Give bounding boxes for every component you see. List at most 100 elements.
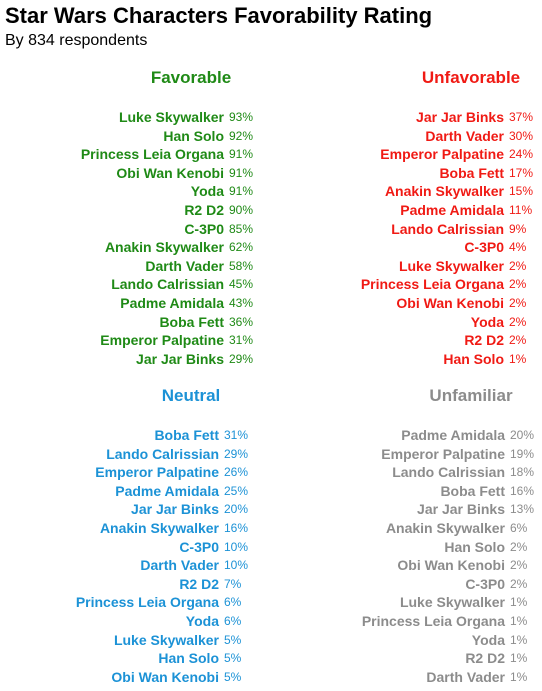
character-name: Anakin Skywalker: [104, 239, 224, 256]
character-name: Jar Jar Binks: [131, 501, 219, 518]
character-name: Yoda: [190, 183, 224, 200]
percentage-label: 24%: [509, 147, 534, 162]
character-name: C-3P0: [464, 239, 504, 256]
character-name: Emperor Palpatine: [100, 332, 224, 349]
character-name: Yoda: [185, 613, 219, 629]
character-name: Princess Leia Organa: [361, 613, 505, 629]
percentage-label: 90%: [229, 203, 254, 217]
percentage-label: 5%: [224, 651, 242, 666]
percentage-label: 6%: [510, 521, 528, 535]
character-name: Luke Skywalker: [399, 594, 505, 611]
percentage-label: 30%: [509, 128, 534, 143]
percentage-label: 1%: [510, 614, 528, 628]
chart-subtitle: By 834 respondents: [5, 32, 148, 49]
percentage-label: 1%: [510, 595, 528, 610]
percentage-label: 1%: [510, 632, 528, 647]
percentage-label: 29%: [229, 351, 254, 366]
percentage-label: 17%: [509, 165, 534, 180]
percentage-label: 10%: [224, 558, 249, 573]
percentage-label: 20%: [510, 428, 535, 442]
percentage-label: 10%: [224, 539, 249, 554]
character-name: Emperor Palpatine: [95, 464, 219, 481]
character-name: Boba Fett: [439, 164, 504, 181]
percentage-label: 62%: [229, 240, 254, 255]
percentage-label: 91%: [229, 184, 254, 199]
percentage-label: 2%: [510, 539, 528, 554]
percentage-label: 91%: [229, 147, 254, 162]
percentage-label: 5%: [224, 632, 242, 647]
character-name: Princess Leia Organa: [80, 146, 224, 163]
character-name: Padme Amidala: [400, 202, 504, 218]
character-name: C-3P0: [179, 538, 219, 555]
character-name: C-3P0: [465, 575, 505, 592]
character-name: Darth Vader: [140, 557, 219, 574]
percentage-label: 36%: [229, 314, 254, 329]
percentage-label: 92%: [229, 128, 254, 143]
character-name: Han Solo: [443, 350, 504, 367]
character-name: Padme Amidala: [115, 482, 219, 499]
percentage-label: 9%: [509, 221, 527, 236]
chart-title: Star Wars Characters Favorability Rating: [5, 3, 433, 28]
percentage-label: 6%: [224, 614, 242, 628]
percentage-label: 2%: [509, 258, 527, 273]
percentage-label: 1%: [510, 669, 528, 684]
percentage-label: 2%: [509, 296, 527, 310]
character-name: Obi Wan Kenobi: [396, 295, 504, 311]
percentage-label: 85%: [229, 221, 254, 236]
percentage-label: 26%: [224, 465, 249, 480]
character-name: Boba Fett: [159, 313, 224, 330]
percentage-label: 16%: [224, 521, 249, 535]
percentage-label: 16%: [510, 483, 535, 498]
character-name: Lando Calrissian: [391, 220, 504, 237]
percentage-label: 58%: [229, 258, 254, 273]
character-name: Anakin Skywalker: [384, 183, 504, 200]
character-name: Yoda: [471, 631, 505, 648]
percentage-label: 31%: [229, 333, 254, 348]
character-name: Emperor Palpatine: [380, 146, 504, 163]
percentage-label: 11%: [509, 203, 533, 217]
character-name: C-3P0: [184, 220, 224, 237]
character-name: Anakin Skywalker: [385, 520, 505, 536]
character-name: R2 D2: [184, 202, 224, 218]
percentage-label: 43%: [229, 296, 254, 310]
character-name: Obi Wan Kenobi: [116, 164, 224, 181]
character-name: Obi Wan Kenobi: [397, 557, 505, 574]
character-name: Luke Skywalker: [398, 257, 504, 274]
percentage-label: 2%: [509, 333, 527, 348]
character-name: Padme Amidala: [120, 295, 224, 311]
group-title-text: Unfavorable: [421, 68, 521, 87]
character-name: Han Solo: [444, 538, 505, 555]
group-title-text: Unfamiliar: [429, 386, 513, 405]
character-name: Luke Skywalker: [118, 109, 224, 125]
percentage-label: 2%: [509, 277, 527, 292]
percentage-label: 20%: [224, 502, 249, 517]
percentage-label: 91%: [229, 165, 254, 180]
character-name: Han Solo: [158, 650, 219, 667]
percentage-label: 2%: [510, 558, 528, 573]
percentage-label: 29%: [224, 446, 249, 461]
character-name: Darth Vader: [425, 127, 504, 144]
character-name: Luke Skywalker: [113, 631, 219, 648]
character-name: Boba Fett: [440, 482, 505, 499]
character-name: Princess Leia Organa: [360, 276, 504, 293]
character-name: Anakin Skywalker: [99, 520, 219, 536]
percentage-label: 4%: [509, 240, 527, 255]
percentage-label: 13%: [510, 502, 535, 517]
character-name: Princess Leia Organa: [75, 594, 219, 611]
percentage-label: 93%: [229, 110, 254, 124]
character-name: Jar Jar Binks: [136, 350, 224, 367]
character-name: Darth Vader: [426, 668, 505, 685]
character-name: R2 D2: [465, 650, 505, 667]
character-name: Jar Jar Binks: [417, 501, 505, 518]
percentage-label: 15%: [509, 184, 534, 199]
character-name: Lando Calrissian: [111, 276, 224, 293]
character-name: Yoda: [470, 313, 504, 330]
percentage-label: 25%: [224, 483, 249, 498]
percentage-label: 31%: [224, 428, 249, 442]
percentage-label: 18%: [510, 465, 535, 480]
percentage-label: 6%: [224, 595, 242, 610]
group-title-text: Neutral: [161, 386, 221, 405]
character-name: Padme Amidala: [401, 427, 505, 443]
percentage-label: 1%: [510, 651, 528, 666]
character-name: Boba Fett: [154, 427, 219, 443]
